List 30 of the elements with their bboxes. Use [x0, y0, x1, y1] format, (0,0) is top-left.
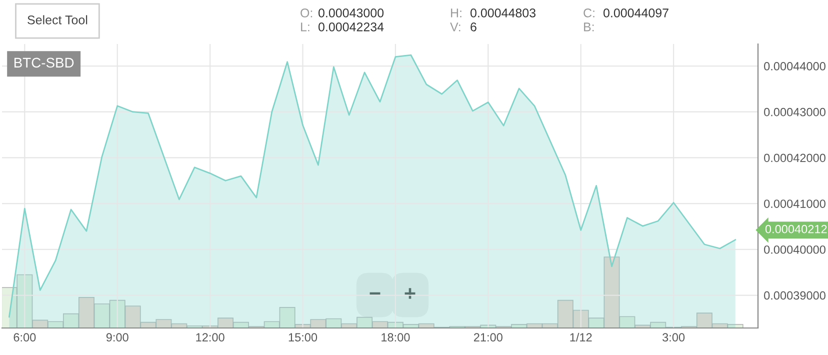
text: BTC-SBD	[14, 58, 74, 68]
x-tick-label: 18:00	[382, 333, 410, 342]
text: L:	[301, 22, 310, 32]
text: 0.00040212	[765, 224, 827, 234]
text: H:	[451, 8, 462, 18]
x-tick-label: 9:00	[106, 333, 128, 342]
text: C:	[584, 8, 594, 18]
text: Select Tool	[28, 15, 88, 24]
y-tick-label: 0.00043000	[764, 108, 826, 116]
y-tick-label: 0.00044000	[764, 62, 826, 70]
x-tick-label: 15:00	[288, 333, 318, 342]
annotation: +	[404, 288, 416, 299]
x-tick-label: 3:00	[662, 333, 685, 342]
text: 0.00042234	[318, 22, 384, 32]
x-tick-label: 12:00	[196, 333, 224, 342]
x-tick-label: 21:00	[474, 333, 502, 342]
text: 6	[470, 22, 476, 32]
annotation: −	[370, 292, 380, 295]
text: 0.00044097	[603, 8, 668, 18]
x-tick-label: 1/12	[570, 332, 592, 342]
y-tick-label: 0.00040000	[764, 245, 826, 254]
text: O:	[300, 8, 312, 18]
text: B:	[584, 22, 594, 32]
y-tick-label: 0.00039000	[764, 291, 826, 300]
y-tick-label: 0.00042000	[764, 154, 826, 162]
text: 0.00043000	[318, 8, 384, 18]
text: V:	[450, 22, 460, 32]
y-tick-label: 0.00041000	[764, 200, 826, 208]
text: 0.00044803	[470, 8, 536, 18]
x-tick-label: 6:00	[14, 333, 36, 342]
